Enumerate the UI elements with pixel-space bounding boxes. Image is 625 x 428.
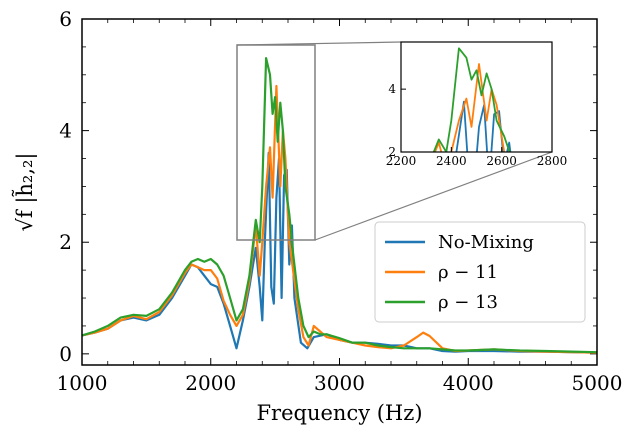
inset-y-tick-label: 4: [388, 82, 396, 96]
y-tick-label: 6: [59, 7, 72, 31]
zoom-box: [236, 44, 316, 241]
zoom-connector-top: [236, 41, 402, 46]
inset-series-line-0: [455, 100, 512, 152]
series-line-1: [81, 84, 598, 354]
x-axis-label: Frequency (Hz): [256, 401, 422, 425]
legend-label-2: ρ − 13: [438, 292, 498, 313]
x-tick-label: 1000: [57, 371, 108, 395]
x-tick-label: 3000: [314, 371, 365, 395]
inset-x-tick-label: 2400: [436, 154, 467, 168]
y-axis-label: √f |h̃₂,₂|: [12, 152, 38, 231]
main-ticks: 1000 2000 3000 4000 5000 0 2 4 6: [57, 7, 623, 395]
zoom-connector-bottom: [314, 151, 553, 241]
inset-background: [401, 42, 552, 152]
inset-x-tick-label: 2800: [537, 154, 568, 168]
y-tick-label: 2: [59, 230, 72, 254]
inset-ticks: 2200 2400 2600 2800 2 4: [386, 82, 568, 168]
x-tick-label: 4000: [443, 371, 494, 395]
inset-series-line-1: [434, 63, 506, 152]
inset-series-line-2: [432, 47, 511, 152]
inset-x-tick-label: 2200: [386, 154, 417, 168]
inset-x-tick-label: 2600: [486, 154, 517, 168]
x-tick-label: 2000: [185, 371, 236, 395]
plot-frame: [81, 18, 598, 366]
legend-label-1: ρ − 11: [438, 262, 498, 283]
legend: No-Mixing ρ − 11 ρ − 13: [374, 221, 586, 323]
inset: 2200 2400 2600 2800 2 4: [386, 41, 568, 168]
main-series: [81, 57, 598, 354]
inset-series: [432, 47, 512, 152]
legend-label-0: No-Mixing: [438, 232, 534, 253]
y-tick-label: 0: [59, 342, 72, 366]
legend-box: [374, 221, 586, 323]
y-tick-label: 4: [59, 119, 72, 143]
inset-frame: [400, 41, 553, 153]
inset-y-tick-label: 2: [388, 145, 396, 159]
x-tick-label: 5000: [572, 371, 623, 395]
series-line-2: [81, 57, 598, 354]
